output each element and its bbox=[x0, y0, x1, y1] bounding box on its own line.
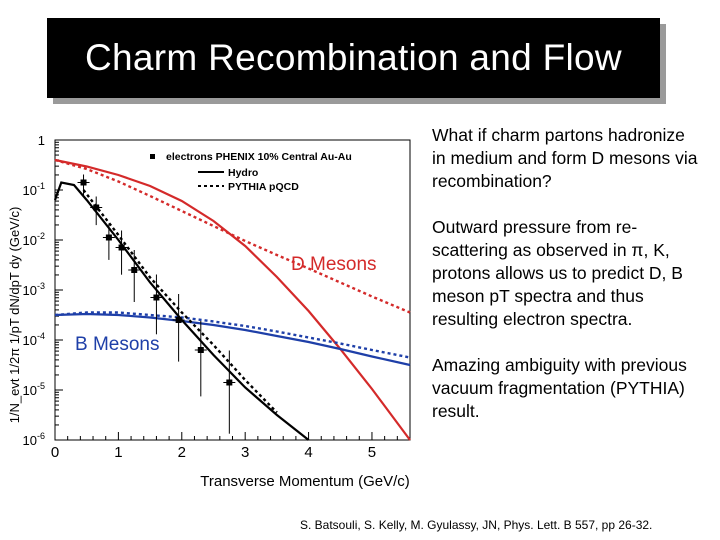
y-tick-label: 10-3 bbox=[23, 281, 45, 298]
y-tick-label: 10-5 bbox=[23, 381, 45, 398]
y-tick-label: 10-6 bbox=[23, 431, 45, 448]
y-tick-label: 10-4 bbox=[23, 331, 45, 348]
data-point bbox=[153, 294, 160, 301]
spectrum-chart: 0 1 2 3 4 5 1 10-1 10-2 10-3 10-4 10-5 10-6 electron… bbox=[7, 133, 411, 490]
chart-data-points bbox=[77, 174, 236, 434]
curve-electrons-pythia bbox=[82, 189, 278, 414]
data-point bbox=[197, 347, 204, 353]
curve-electrons-hydro bbox=[53, 181, 310, 441]
x-tick-label: 2 bbox=[178, 444, 186, 461]
data-point bbox=[118, 244, 125, 251]
legend-label-electrons: electrons PHENIX 10% Central Au-Au bbox=[166, 151, 352, 163]
legend-label-pythia: PYTHIA pQCD bbox=[228, 181, 299, 193]
x-axis-label: Transverse Momentum (GeV/c) bbox=[200, 473, 410, 490]
curve-b-mesons-hydro bbox=[54, 312, 411, 367]
legend-label-hydro: Hydro bbox=[228, 167, 258, 179]
data-point bbox=[80, 179, 87, 186]
chart-axes: 0 1 2 3 4 5 1 10-1 10-2 10-3 10-4 10-5 10-6 bbox=[23, 133, 411, 461]
bullet-item: Outward pressure from re-scattering as o… bbox=[432, 217, 683, 329]
bullet-item: What if charm partons hadronize in mediu… bbox=[432, 125, 698, 191]
x-tick-label: 3 bbox=[241, 444, 249, 461]
bullet-list: What if charm partons hadronize in mediu… bbox=[432, 124, 702, 446]
y-axis-label: 1/N_evt 1/2π 1/pT dN/dpT dy (GeV/c) bbox=[7, 207, 22, 424]
data-point bbox=[105, 234, 112, 241]
data-point bbox=[226, 379, 233, 386]
chart-legend: electrons PHENIX 10% Central Au-Au Hydro P… bbox=[150, 151, 352, 193]
curve-b-mesons-pythia bbox=[54, 311, 411, 359]
curve-d-mesons-pythia bbox=[54, 158, 411, 314]
data-point bbox=[131, 267, 138, 273]
citation: S. Batsouli, S. Kelly, M. Gyulassy, JN, … bbox=[300, 518, 653, 532]
y-tick-label: 10-2 bbox=[23, 231, 45, 248]
data-point bbox=[175, 317, 182, 323]
y-tick-label: 10-1 bbox=[23, 181, 45, 198]
chart-curves bbox=[53, 158, 411, 441]
slide-title: Charm Recombination and Flow bbox=[85, 37, 622, 78]
b-mesons-annotation: B Mesons bbox=[75, 334, 159, 355]
x-tick-label: 0 bbox=[51, 444, 59, 461]
d-mesons-annotation: D Mesons bbox=[291, 254, 377, 275]
x-tick-label: 4 bbox=[304, 444, 312, 461]
data-point bbox=[93, 204, 100, 211]
title-box: Charm Recombination and Flow bbox=[47, 18, 660, 98]
curve-d-mesons-hydro bbox=[54, 158, 411, 441]
bullet-item: Amazing ambiguity with previous vacuum f… bbox=[432, 355, 687, 421]
x-tick-label: 1 bbox=[114, 444, 122, 461]
legend-marker-electrons bbox=[150, 154, 155, 159]
y-tick-label: 1 bbox=[38, 133, 45, 148]
x-tick-label: 5 bbox=[368, 444, 376, 461]
